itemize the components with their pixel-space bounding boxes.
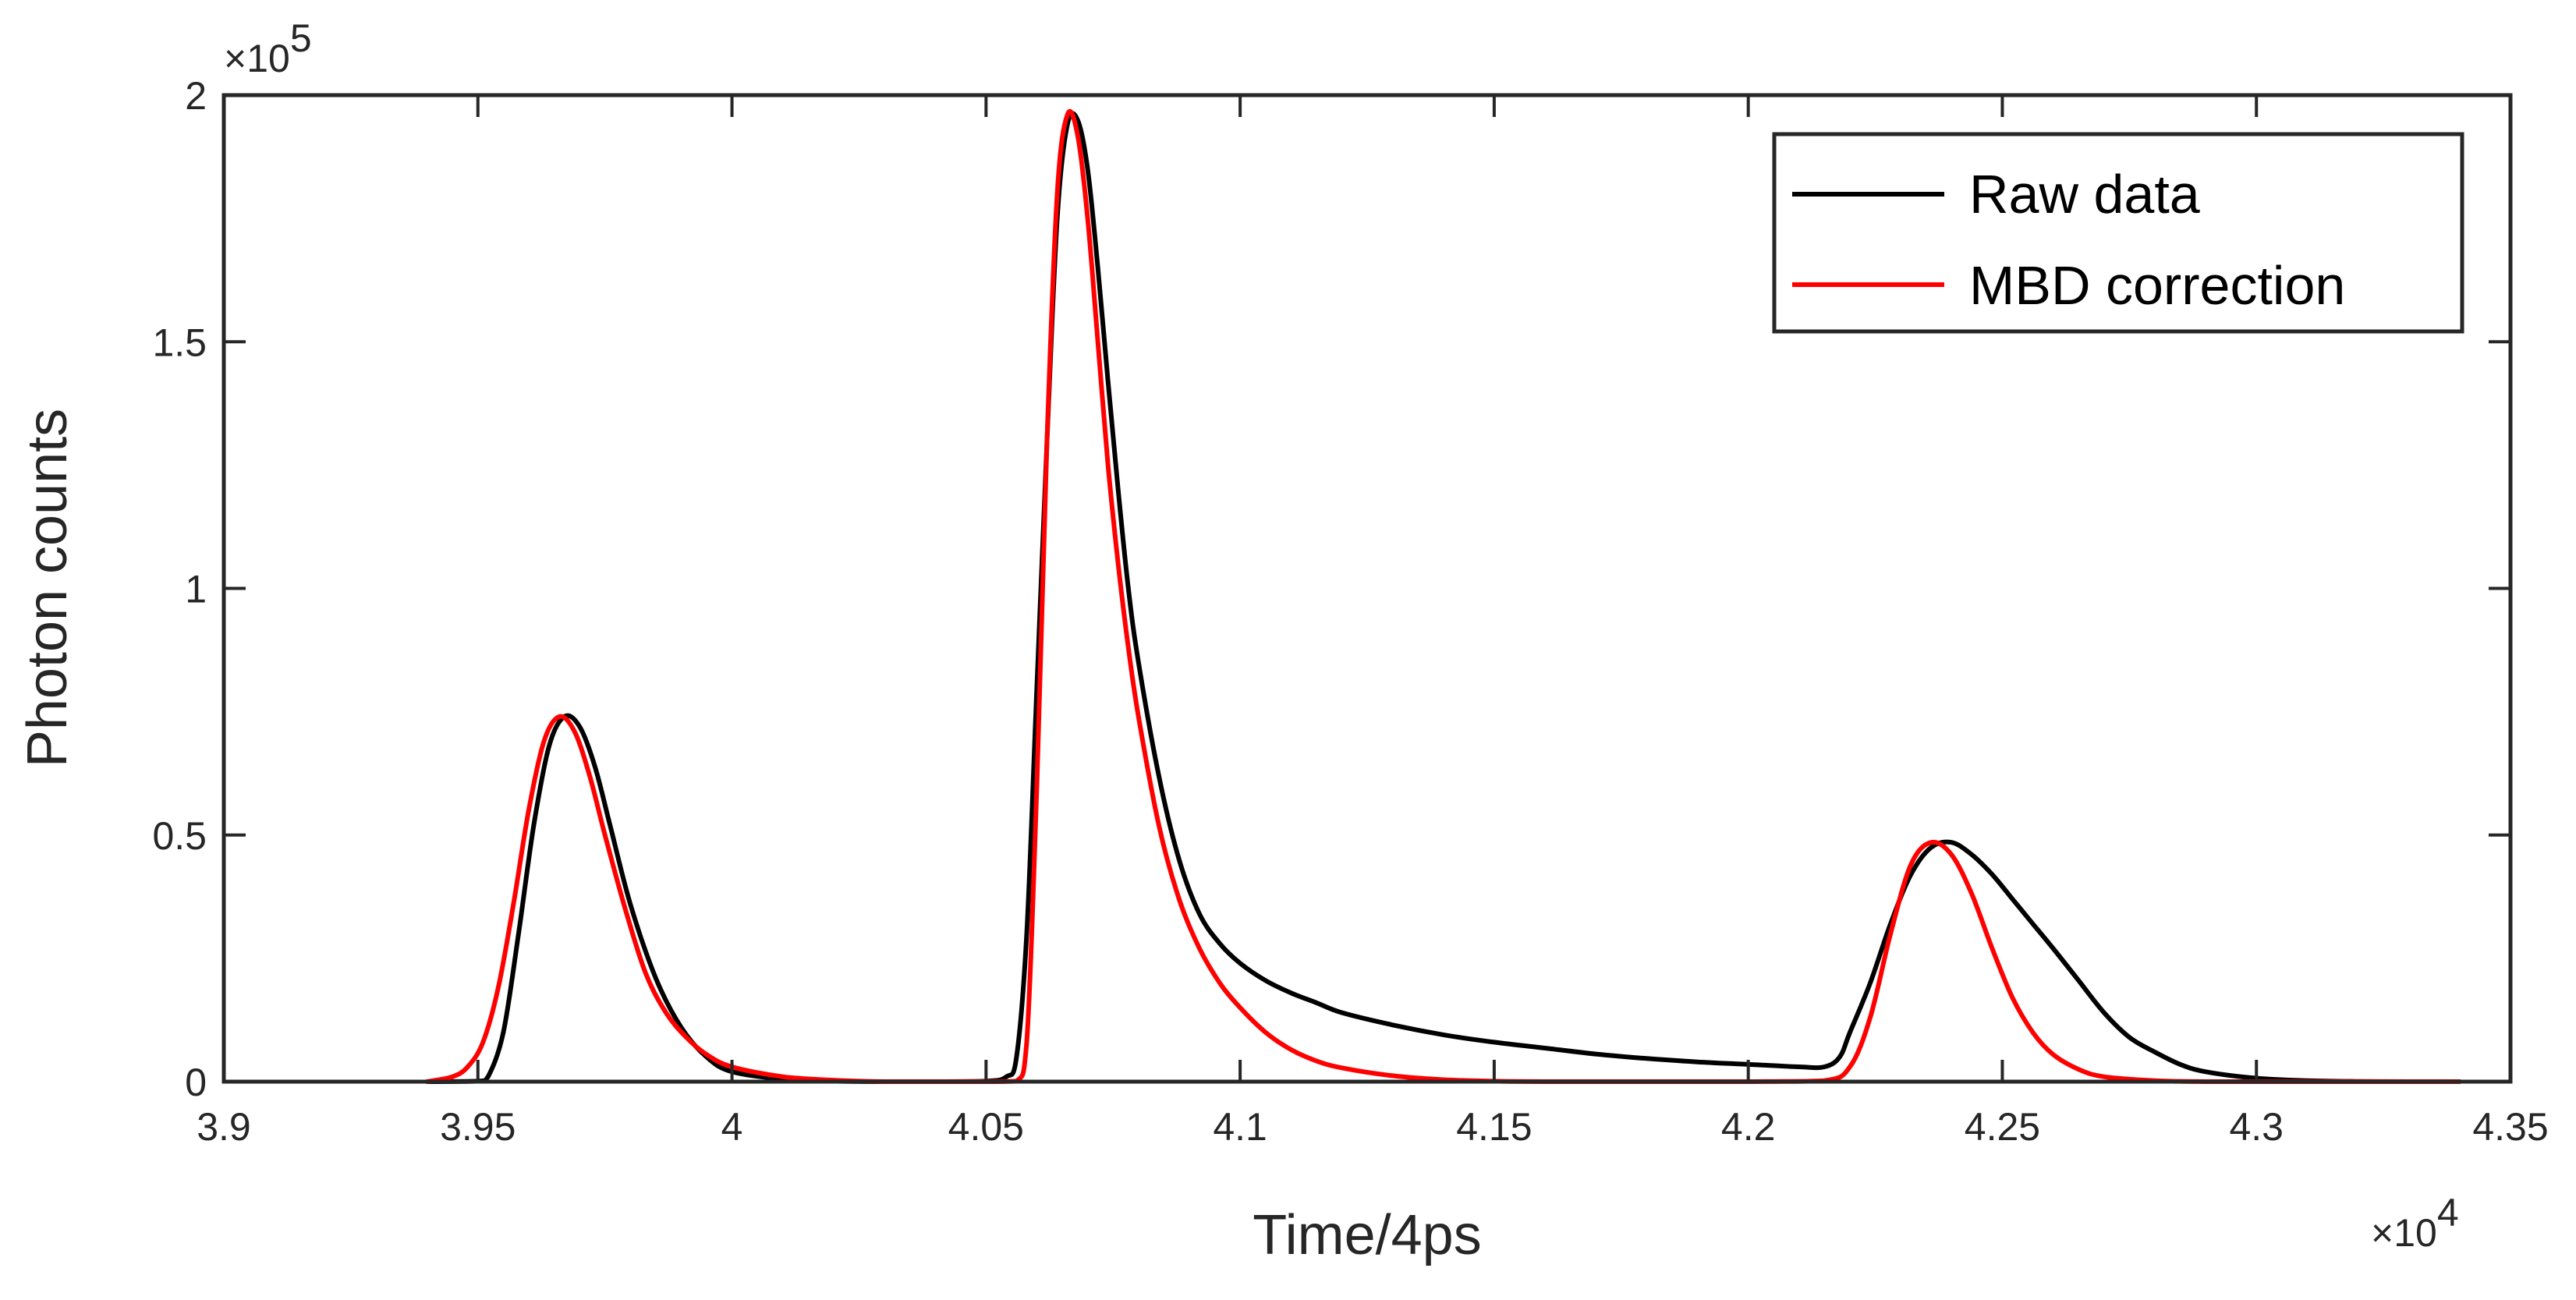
y-tick-label: 2 [185,74,207,118]
y-tick-label: 1.5 [152,321,207,364]
y-axis-multiplier-exponent: 5 [290,16,312,60]
legend: Raw data MBD correction [1772,132,2464,334]
y-tick-label: 1 [185,568,207,611]
legend-box [1772,132,2464,334]
series-layer [424,108,2462,1085]
x-tick-label: 4.35 [2472,1105,2548,1149]
series-line-raw-data [424,111,2462,1085]
legend-raw-data-label: Raw data [1969,164,2200,225]
x-tick-label: 4.2 [1721,1105,1776,1149]
x-tick-label: 4.15 [1456,1105,1532,1149]
x-axis-multiplier-base: ×10 [2371,1211,2437,1255]
x-axis-multiplier: ×104 [2371,1191,2459,1255]
y-axis-multiplier-base: ×10 [224,37,290,80]
x-tick-label: 4 [721,1105,743,1149]
y-tick-label: 0 [185,1061,207,1104]
y-axis: 0 0.5 1 1.5 2 [152,74,2510,1104]
x-tick-label: 3.95 [440,1105,516,1149]
x-tick-label: 4.05 [948,1105,1024,1149]
x-tick-label: 4.1 [1213,1105,1267,1149]
x-tick-label: 4.3 [2229,1105,2284,1149]
x-axis-multiplier-exponent: 4 [2437,1191,2459,1234]
legend-mbd-correction-label: MBD correction [1969,255,2345,316]
x-axis-label: Time/4ps [1253,1204,1481,1266]
y-tick-label: 0.5 [152,814,207,858]
series-line-mbd-correction [424,108,2462,1085]
x-axis: 3.9 3.95 4 4.05 4.1 4.15 4.2 4.25 4.3 4.35 [197,95,2549,1149]
y-axis-multiplier: ×105 [224,16,312,80]
x-tick-label: 4.25 [1965,1105,2040,1149]
x-tick-label: 3.9 [197,1105,251,1149]
y-axis-label: Photon counts [16,409,79,767]
